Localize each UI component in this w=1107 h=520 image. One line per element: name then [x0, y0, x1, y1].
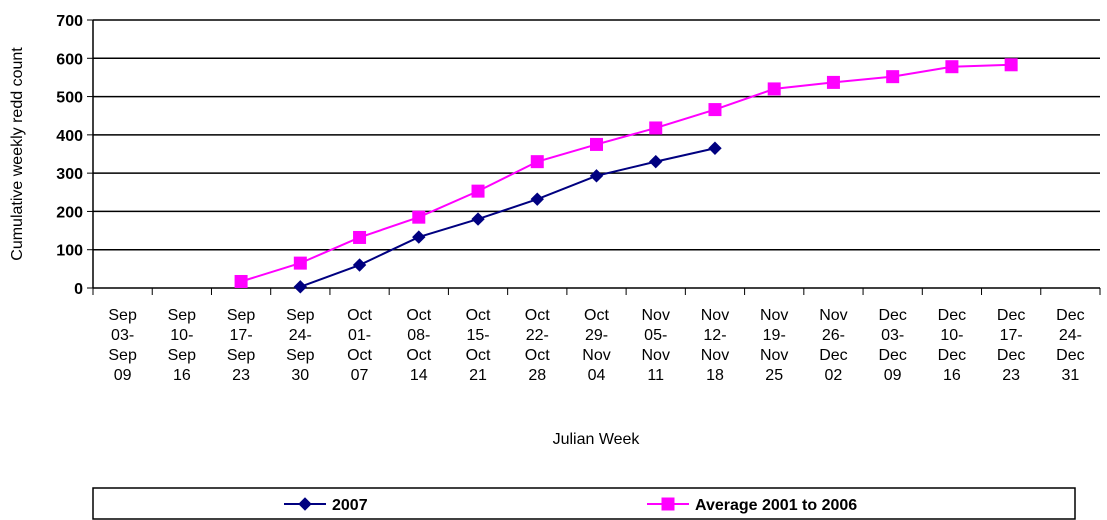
data-point: [590, 137, 603, 151]
x-tick-label: Nov 12-Nov 18: [700, 307, 730, 384]
x-axis-title: Julian Week: [553, 431, 641, 448]
data-point: [353, 230, 367, 244]
x-tick-label: Sep 17-Sep 23: [226, 307, 256, 384]
y-tick-label: 300: [56, 166, 83, 183]
x-tick-label: Oct 01-Oct 07: [347, 307, 372, 384]
x-tick-label: Oct 15-Oct 21: [465, 307, 491, 384]
legend-marker: [298, 497, 312, 511]
x-tick-label: Nov 26-Dec 02: [819, 307, 848, 384]
data-point: [293, 256, 307, 270]
data-point: [945, 60, 959, 74]
x-tick-label: Nov 19-Nov 25: [759, 307, 789, 384]
y-axis-title: Cumulative weekly redd count: [9, 47, 26, 261]
data-point: [826, 75, 840, 89]
x-tick-label: Oct 22-Oct 28: [524, 307, 550, 384]
x-tick-label: Nov 05-Nov 11: [641, 307, 670, 384]
data-point: [589, 169, 604, 183]
y-tick-label: 100: [56, 243, 83, 260]
x-tick-label: Oct 29-Nov 04: [582, 307, 611, 384]
x-tick-label: Sep 10-Sep 16: [167, 307, 197, 384]
y-tick-label: 200: [56, 204, 83, 221]
data-point: [471, 184, 485, 198]
data-point: [767, 82, 781, 96]
data-point: [649, 154, 663, 169]
x-tick-label: Sep 03-Sep 09: [108, 307, 137, 384]
data-point: [412, 210, 426, 224]
data-point: [530, 155, 544, 169]
x-tick-label: Dec 03-Dec 09: [878, 307, 907, 384]
y-tick-label: 400: [56, 128, 83, 145]
x-tick-label: Sep 24-Sep 30: [286, 307, 315, 384]
data-point: [471, 212, 485, 226]
data-point: [708, 141, 722, 155]
y-tick-label: 0: [74, 281, 83, 298]
x-tick-label: Dec 24-Dec 31: [1056, 307, 1085, 384]
data-point: [352, 258, 367, 272]
data-point: [708, 103, 722, 117]
x-tick-label: Dec 17-Dec 23: [996, 307, 1026, 384]
y-tick-label: 500: [56, 90, 83, 107]
data-point: [530, 192, 544, 206]
legend-label: 2007: [332, 497, 368, 514]
x-tick-label: Dec 10-Dec 16: [937, 307, 967, 384]
y-tick-label: 700: [56, 13, 83, 30]
data-point: [1004, 58, 1018, 72]
data-point: [649, 121, 663, 135]
series-line: [299, 147, 716, 288]
data-point: [886, 70, 900, 84]
legend-label: Average 2001 to 2006: [695, 497, 857, 514]
x-tick-label: Oct 08-Oct 14: [406, 307, 432, 384]
y-tick-label: 600: [56, 51, 83, 68]
data-point: [234, 274, 248, 288]
data-point: [412, 230, 426, 244]
series-line: [240, 63, 1012, 283]
data-point: [293, 280, 308, 294]
legend-box: [92, 487, 1076, 520]
legend-marker: [661, 497, 675, 511]
